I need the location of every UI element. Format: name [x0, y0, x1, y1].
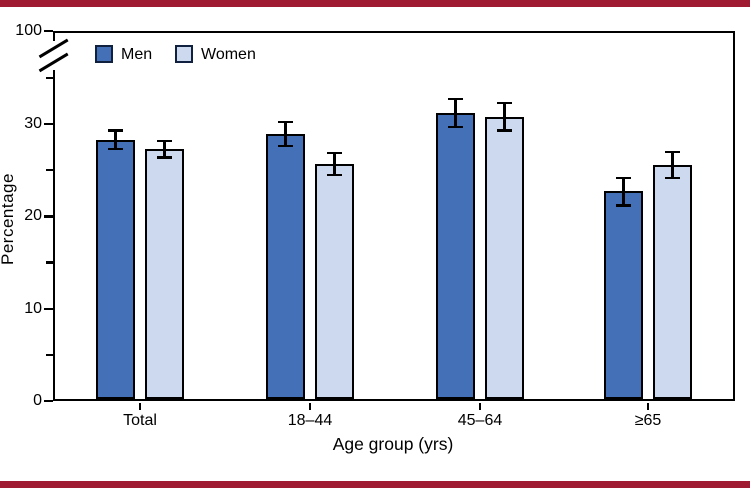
y-top-tick	[44, 30, 53, 33]
error-line	[622, 177, 625, 206]
error-cap-top	[665, 150, 680, 153]
error-line	[503, 102, 506, 131]
bar-women-3	[485, 116, 524, 399]
legend-label-women: Women	[201, 46, 256, 63]
bar-women-1	[145, 149, 184, 399]
error-cap-bottom	[327, 173, 342, 177]
legend-swatch-women	[175, 45, 193, 63]
bar-men-1	[96, 139, 135, 399]
x-category-label: 18–44	[287, 412, 333, 429]
error-cap-bottom	[616, 204, 631, 207]
y-tick-label: 0	[33, 392, 42, 409]
error-line	[163, 140, 166, 158]
y-tick-label: 20	[24, 207, 42, 225]
error-cap-top	[157, 139, 172, 142]
y-top-label: 100	[15, 22, 42, 39]
error-cap-bottom	[448, 125, 463, 129]
y-major-tick	[44, 307, 53, 310]
error-cap-top	[108, 129, 123, 132]
error-cap-bottom	[157, 156, 172, 159]
y-minor-tick	[46, 261, 53, 264]
plot-area	[53, 31, 735, 401]
y-tick-label: 30	[24, 115, 42, 133]
legend-label-men: Men	[121, 46, 153, 63]
bar-men-2	[266, 134, 305, 399]
y-major-tick	[44, 122, 53, 126]
error-line	[284, 122, 287, 147]
bar-men-3	[436, 113, 475, 399]
bar-women-2	[315, 163, 354, 399]
x-tick	[138, 403, 142, 410]
x-category-label: ≥65	[634, 412, 662, 429]
y-minor-tick	[46, 169, 53, 172]
legend-swatch-men	[95, 45, 113, 63]
error-cap-bottom	[278, 145, 293, 148]
error-cap-bottom	[497, 129, 512, 132]
y-major-tick	[44, 399, 53, 403]
error-line	[333, 152, 336, 175]
x-tick	[646, 403, 650, 410]
error-cap-bottom	[665, 176, 680, 179]
error-cap-top	[327, 151, 342, 154]
bottom-red-rule	[0, 481, 750, 488]
axis-break-gap	[50, 41, 57, 70]
y-minor-tick	[46, 353, 53, 356]
top-red-rule	[0, 0, 750, 7]
y-tick-label: 10	[24, 299, 42, 317]
error-cap-top	[278, 121, 293, 124]
error-cap-bottom	[108, 147, 123, 151]
x-axis-title: Age group (yrs)	[332, 434, 454, 454]
y-major-tick	[44, 215, 53, 218]
error-cap-top	[616, 176, 631, 179]
error-line	[454, 99, 457, 127]
bar-men-4	[604, 191, 643, 399]
error-cap-top	[497, 101, 512, 105]
x-tick	[308, 403, 312, 410]
error-cap-top	[448, 98, 463, 101]
y-minor-tick	[46, 76, 53, 80]
error-line	[114, 130, 117, 149]
x-category-label: 45–64	[457, 412, 503, 429]
error-line	[671, 151, 674, 178]
bar-women-4	[653, 164, 692, 399]
x-category-label: Total	[123, 412, 157, 429]
x-tick	[478, 403, 482, 410]
